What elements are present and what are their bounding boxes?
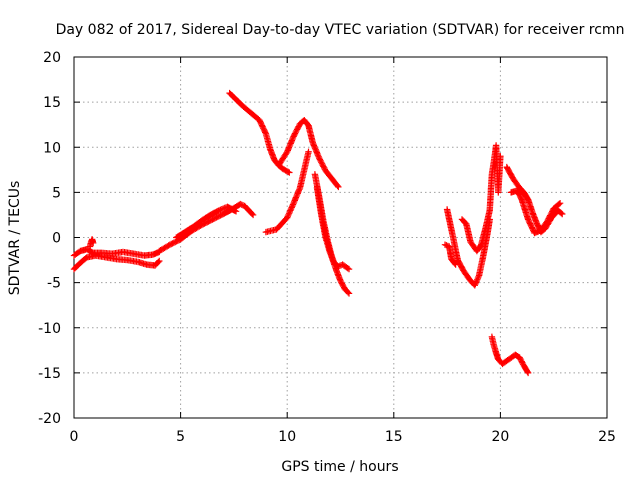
- series-track-a-spike: [86, 236, 97, 250]
- y-tick-label: 0: [52, 231, 61, 247]
- x-axis-label: GPS time / hours: [281, 459, 398, 475]
- series-track-g-scatter: [458, 142, 504, 255]
- x-tick-label: 0: [70, 429, 79, 445]
- series-track-h: [488, 333, 532, 377]
- series-track-i-band: [507, 187, 564, 237]
- x-tick-label: 5: [176, 429, 185, 445]
- data-points: [70, 89, 566, 377]
- y-tick-label: -20: [38, 411, 61, 427]
- x-tick-label: 25: [598, 429, 616, 445]
- y-axis-label: SDTVAR / TECUs: [7, 181, 23, 296]
- data-point-markers: [458, 142, 504, 255]
- data-point-markers: [70, 246, 163, 259]
- series-track-a-lower: [70, 252, 163, 273]
- chart-title: Day 082 of 2017, Sidereal Day-to-day VTE…: [56, 22, 625, 38]
- data-point-markers: [275, 117, 342, 191]
- series-track-g-left: [441, 241, 459, 268]
- y-tick-label: 5: [52, 185, 61, 201]
- series-track-c: [226, 89, 293, 176]
- series-track-e: [275, 117, 342, 191]
- series-track-b-band: [173, 203, 240, 241]
- y-tick-label: -10: [38, 321, 61, 337]
- y-tick-label: 10: [43, 140, 61, 156]
- series-track-a-upper: [70, 246, 163, 259]
- data-point-markers: [507, 187, 564, 237]
- series-track-d: [262, 148, 312, 236]
- y-tick-label: -5: [47, 276, 61, 292]
- series-track-g-cluster: [443, 206, 493, 289]
- data-point-markers: [443, 206, 493, 289]
- x-tick-label: 20: [491, 429, 509, 445]
- series-track-f-band: [313, 184, 353, 273]
- x-tick-label: 15: [385, 429, 403, 445]
- y-tick-label: -15: [38, 366, 61, 382]
- data-point-markers: [70, 252, 163, 273]
- plot-frame: [73, 56, 608, 419]
- x-tick-label: 10: [278, 429, 296, 445]
- data-point-markers: [173, 203, 240, 241]
- data-point-markers: [262, 148, 312, 236]
- data-point-markers: [313, 184, 353, 273]
- y-tick-label: 20: [43, 50, 61, 66]
- axis-ticks: 0 5 10 15 20 25 -20 -15 -10 -5 0 5 10 15 20: [38, 50, 616, 445]
- data-point-markers: [441, 241, 459, 268]
- data-point-markers: [226, 89, 293, 176]
- data-point-markers: [86, 236, 97, 250]
- data-point-markers: [488, 333, 532, 377]
- y-tick-label: 15: [43, 95, 61, 111]
